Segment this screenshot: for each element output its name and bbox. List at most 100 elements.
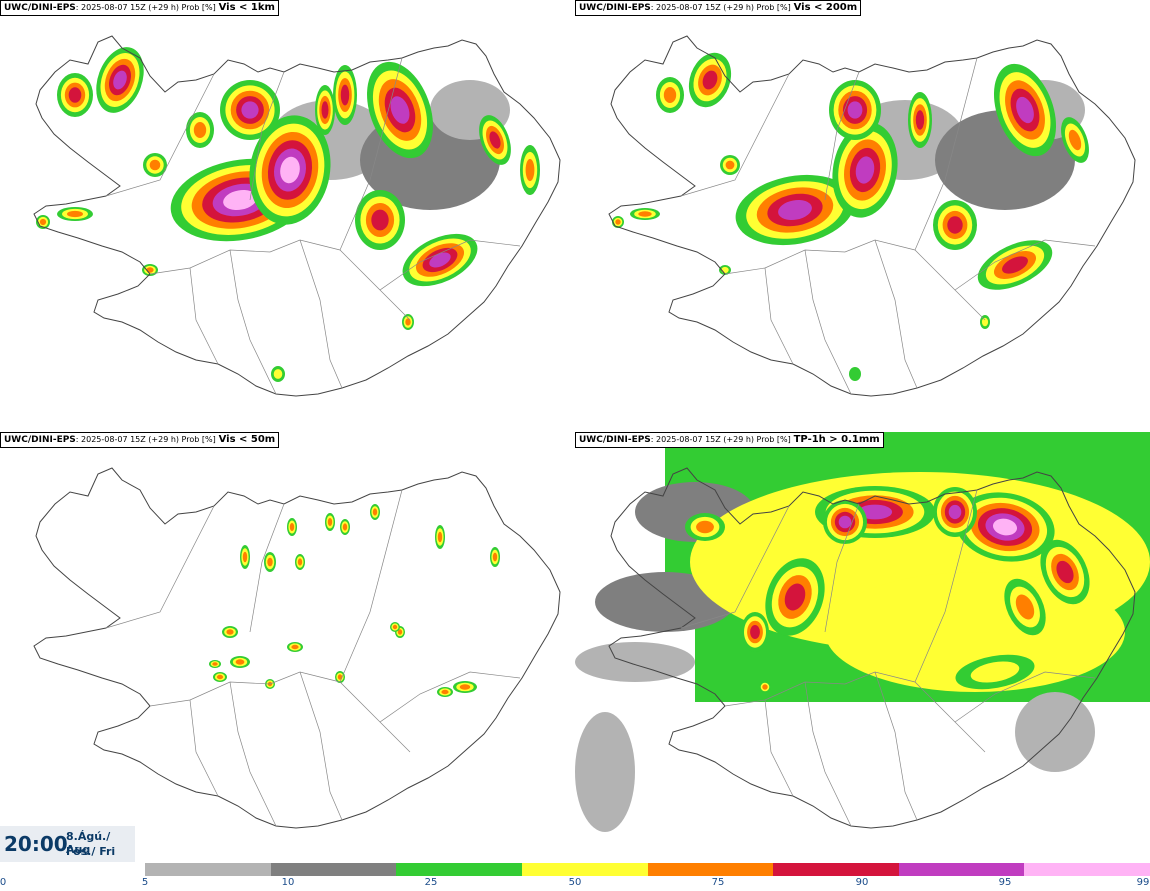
probability-area	[459, 684, 471, 690]
probability-area	[702, 70, 718, 90]
probability-area	[223, 190, 257, 210]
model-name: UWC/DINI-EPS	[4, 3, 76, 13]
region-border	[804, 681, 852, 827]
probability-area	[638, 211, 652, 217]
coastline	[33, 35, 561, 397]
probability-area	[337, 674, 343, 680]
colorbar-segment	[773, 863, 899, 876]
variable-name: Vis < 1km	[218, 2, 275, 13]
region-border	[379, 671, 521, 723]
colorbar-tick-label: 99	[1136, 877, 1150, 888]
valid-time-box: 20:00 8.Ágú./ Aug Fös./ Fri	[0, 826, 135, 862]
region-border	[724, 671, 986, 753]
probability-area	[1002, 256, 1028, 274]
region-border	[954, 671, 1096, 723]
probability-area	[615, 219, 621, 225]
probability-area	[857, 504, 893, 520]
probability-area	[241, 101, 259, 119]
colorbar-segment	[396, 863, 522, 876]
probability-area	[390, 96, 410, 124]
run-info: : 2025-08-07 15Z (+29 h) Prob [%]	[75, 435, 216, 444]
region-border	[954, 239, 1096, 291]
variable-name: Vis < 200m	[793, 2, 858, 13]
region-border	[249, 71, 285, 201]
region-border	[764, 267, 794, 365]
probability-area	[1015, 692, 1095, 772]
map-panel-vis-200m: UWC/DINI-EPS: 2025-08-07 15Z (+29 h) Pro…	[575, 0, 1150, 432]
colorbar-segment	[145, 863, 271, 876]
probability-area	[340, 84, 350, 106]
region-border	[824, 71, 860, 201]
probability-area	[437, 531, 443, 543]
region-border	[914, 57, 978, 251]
probability-area	[342, 523, 348, 531]
probability-area	[371, 209, 389, 231]
variable-name: TP-1h > 0.1mm	[793, 434, 880, 445]
probability-area	[721, 266, 729, 274]
precip-field	[575, 432, 1150, 832]
region-border	[299, 239, 343, 389]
run-info: : 2025-08-07 15Z (+29 h) Prob [%]	[650, 3, 791, 12]
probability-area	[113, 70, 127, 90]
map-panel-vis-50m: UWC/DINI-EPS: 2025-08-07 15Z (+29 h) Pro…	[0, 432, 575, 864]
region-border	[339, 57, 403, 251]
probability-area	[327, 518, 333, 526]
probability-area	[146, 267, 154, 273]
probability-area	[39, 218, 47, 226]
probability-area	[216, 674, 224, 680]
colorbar-segment	[898, 863, 1025, 876]
map-panel-vis-1km: UWC/DINI-EPS: 2025-08-07 15Z (+29 h) Pro…	[0, 0, 575, 432]
panel-header: UWC/DINI-EPS: 2025-08-07 15Z (+29 h) Pro…	[0, 432, 280, 448]
map-panel-tp-1h: UWC/DINI-EPS: 2025-08-07 15Z (+29 h) Pro…	[575, 432, 1150, 864]
colorbar-segment	[521, 863, 648, 876]
probability-area	[212, 662, 218, 666]
region-border	[680, 505, 790, 629]
probability-area	[321, 101, 329, 119]
colorbar-segment	[1024, 863, 1150, 876]
colorbar-tick-label: 25	[424, 877, 438, 888]
model-name: UWC/DINI-EPS	[4, 435, 76, 445]
probability-area	[525, 158, 535, 182]
probability-area	[1056, 560, 1074, 584]
valid-weekday: Fös./ Fri	[66, 845, 116, 858]
probability-area	[489, 131, 501, 149]
region-border	[229, 249, 277, 395]
probability-area	[235, 659, 245, 665]
region-border	[149, 239, 411, 321]
panel-header: UWC/DINI-EPS: 2025-08-07 15Z (+29 h) Pro…	[0, 0, 279, 16]
region-border	[229, 681, 277, 827]
probability-area	[441, 689, 449, 695]
probability-area	[273, 369, 283, 379]
probability-area	[149, 159, 161, 171]
probability-area	[291, 644, 299, 650]
region-border	[874, 671, 918, 821]
probability-colorbar	[145, 863, 1150, 876]
colorbar-tick-label: 5	[141, 877, 149, 888]
probability-area	[778, 199, 812, 221]
run-info: : 2025-08-07 15Z (+29 h) Prob [%]	[650, 435, 791, 444]
probability-area	[289, 523, 295, 531]
probability-area	[970, 661, 1020, 683]
region-border	[379, 239, 521, 291]
panel-header: UWC/DINI-EPS: 2025-08-07 15Z (+29 h) Pro…	[575, 0, 862, 16]
colorbar-tick-label: 75	[711, 877, 725, 888]
probability-area	[1015, 594, 1035, 620]
probability-area	[784, 583, 806, 611]
fog-field	[209, 504, 500, 697]
probability-area	[1016, 96, 1034, 124]
probability-area	[242, 551, 248, 563]
probability-area	[575, 712, 635, 832]
probability-area	[992, 518, 1018, 536]
probability-area	[297, 558, 303, 566]
probability-area	[67, 210, 83, 218]
probability-area	[193, 122, 207, 138]
colorbar-segment	[270, 863, 397, 876]
model-name: UWC/DINI-EPS	[579, 3, 651, 13]
region-border	[874, 239, 918, 389]
run-info: : 2025-08-07 15Z (+29 h) Prob [%]	[75, 3, 216, 12]
coastline	[608, 35, 1136, 397]
probability-area	[838, 515, 852, 529]
probability-area	[492, 552, 498, 562]
probability-area	[825, 572, 1125, 692]
region-border	[339, 489, 403, 683]
